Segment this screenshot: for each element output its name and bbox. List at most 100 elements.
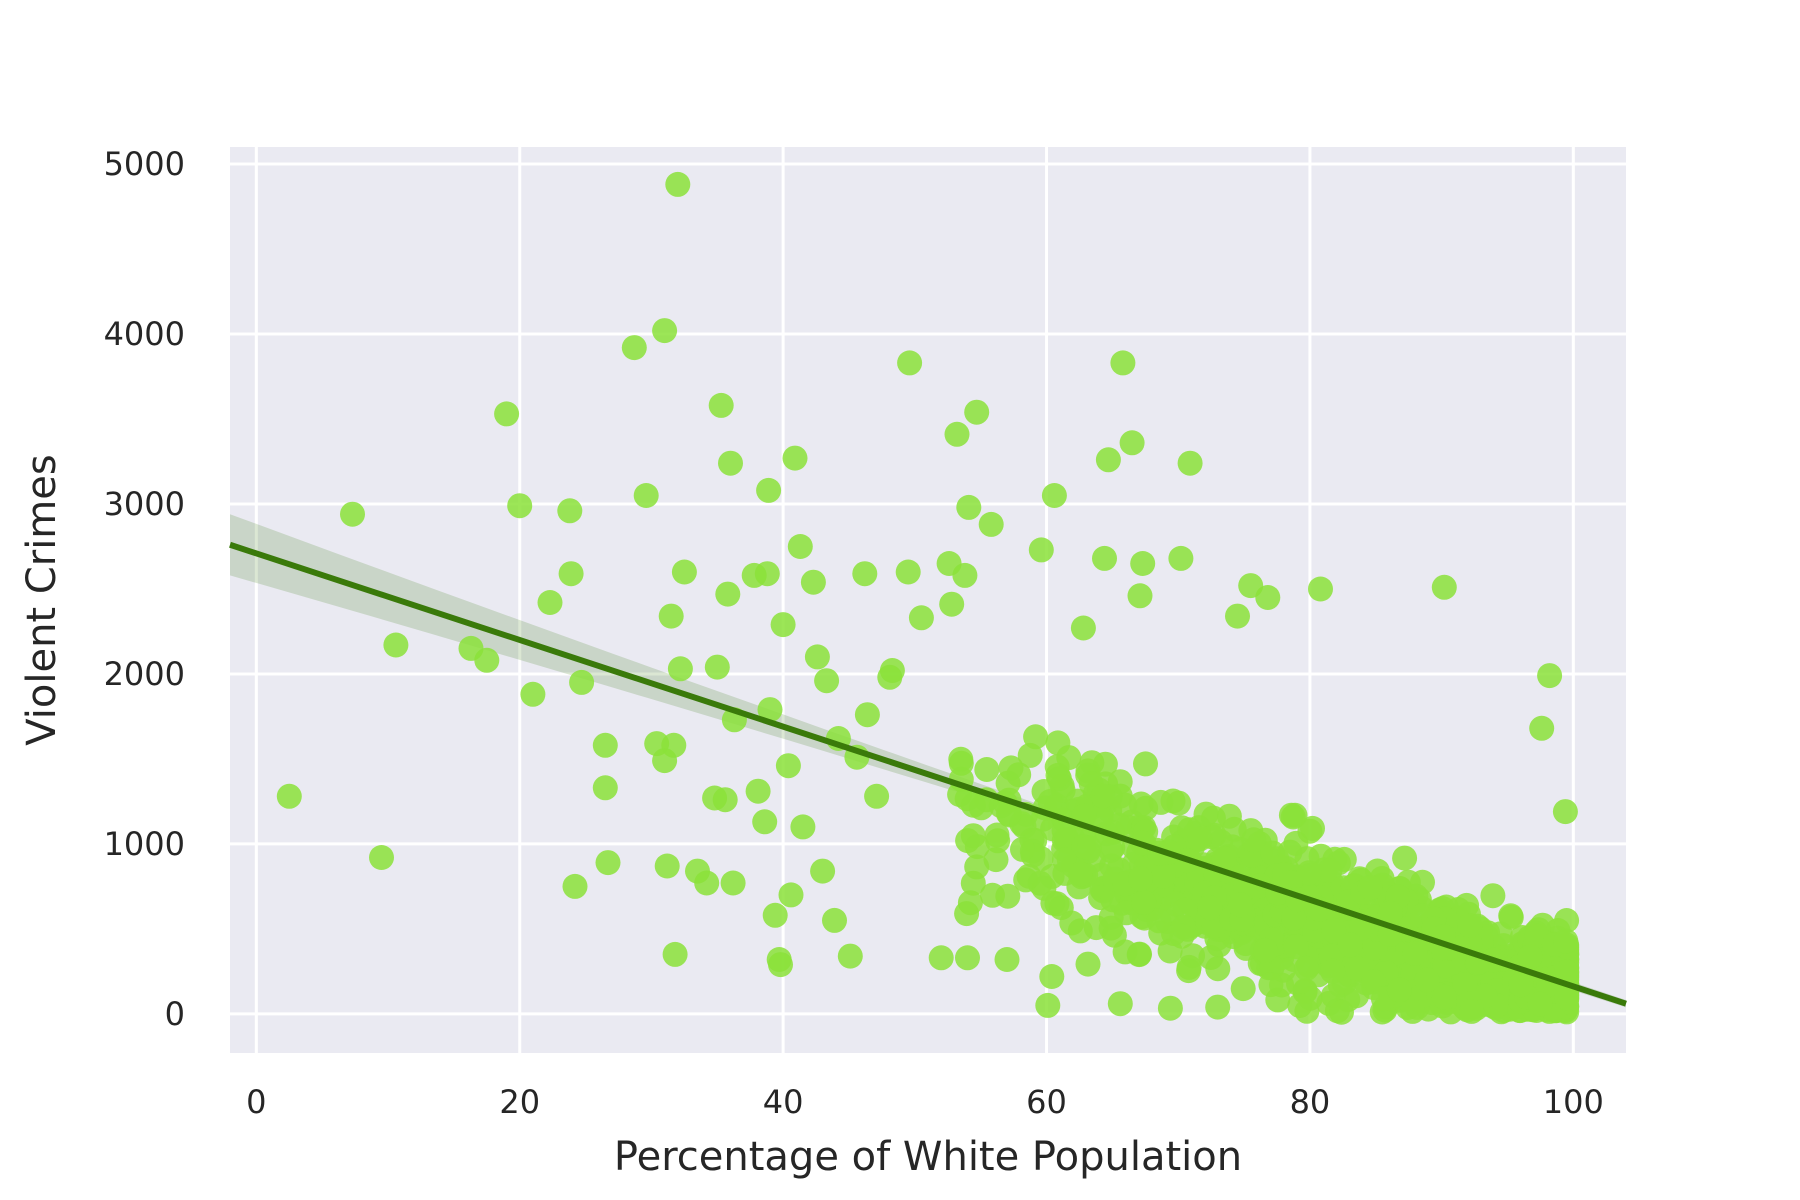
data-point (955, 945, 980, 971)
data-point (1414, 967, 1440, 993)
data-point (1133, 751, 1158, 777)
data-point (770, 612, 796, 638)
data-point (661, 732, 687, 758)
data-point (1283, 830, 1309, 856)
y-tick-label: 4000 (104, 315, 185, 353)
data-point (340, 501, 365, 527)
data-point (1150, 863, 1176, 889)
x-tick-label: 40 (763, 1083, 804, 1121)
regression-line-group (229, 541, 1627, 1007)
data-point (1386, 977, 1412, 1003)
data-point (757, 697, 783, 723)
data-point (908, 605, 934, 631)
data-point (1452, 972, 1478, 998)
data-point (665, 171, 691, 197)
data-point (1131, 889, 1157, 915)
data-point (1517, 944, 1543, 970)
x-tick-label: 20 (499, 1083, 540, 1121)
data-point (939, 591, 965, 617)
data-point (1431, 574, 1457, 600)
data-point (964, 854, 990, 880)
data-point (1241, 827, 1267, 853)
data-point (621, 335, 647, 361)
data-point (1537, 663, 1563, 689)
x-axis-label: Percentage of White Population (614, 1134, 1242, 1180)
data-point (985, 828, 1011, 854)
data-point (752, 809, 778, 835)
data-point (954, 901, 980, 927)
x-tick-label: 80 (1290, 1083, 1331, 1121)
data-point (1028, 537, 1054, 563)
y-tick-label: 1000 (104, 825, 185, 863)
data-point (1076, 835, 1102, 861)
data-point (671, 559, 697, 585)
y-axis-label: Violent Crimes (19, 454, 65, 745)
data-point (1197, 895, 1223, 921)
data-point (1377, 900, 1403, 926)
data-point (804, 644, 830, 670)
data-point (928, 945, 954, 971)
data-point (1039, 964, 1065, 989)
data-point (1075, 951, 1101, 977)
data-point (1255, 585, 1281, 610)
data-point (595, 850, 621, 876)
data-point (1552, 799, 1578, 825)
data-point (1101, 922, 1127, 948)
data-point (507, 493, 533, 519)
data-point (782, 445, 808, 471)
data-point (1045, 762, 1071, 788)
data-point (383, 632, 409, 658)
data-point (952, 562, 978, 588)
data-point (1166, 790, 1192, 816)
data-point (754, 561, 780, 587)
data-point (1168, 545, 1194, 571)
data-point (1090, 783, 1116, 809)
data-point (1480, 883, 1506, 909)
data-point (1344, 956, 1370, 981)
data-point (1130, 551, 1156, 576)
data-point (369, 845, 394, 870)
data-point (1402, 940, 1428, 966)
data-point (1357, 875, 1383, 901)
data-point (592, 732, 618, 758)
data-point (1010, 836, 1035, 862)
y-tick-label: 2000 (104, 655, 185, 693)
data-point (1431, 984, 1457, 1010)
data-point (1127, 583, 1153, 609)
data-point (1529, 715, 1555, 741)
data-point (1508, 972, 1534, 998)
data-point (1016, 863, 1042, 889)
data-point (810, 858, 836, 884)
regression-line (229, 541, 1627, 1007)
data-point (1308, 576, 1333, 602)
data-point (1227, 892, 1253, 918)
data-point (652, 318, 678, 344)
data-point (998, 755, 1024, 781)
data-point (558, 561, 584, 587)
data-point (1553, 928, 1579, 954)
data-point (1205, 956, 1231, 982)
grid-lines (230, 147, 1626, 1053)
data-point (1157, 995, 1183, 1021)
data-point (1554, 959, 1580, 985)
data-point (837, 943, 863, 969)
y-tick-label: 3000 (104, 485, 185, 523)
data-point (1070, 615, 1096, 641)
data-point (658, 603, 684, 629)
data-point (537, 590, 563, 615)
data-point (1126, 942, 1152, 968)
data-point (704, 654, 730, 680)
data-point (1110, 350, 1136, 376)
data-point (569, 669, 595, 695)
data-point (1230, 976, 1256, 1002)
data-point (996, 801, 1021, 827)
data-point (864, 783, 890, 809)
data-point (1253, 937, 1278, 963)
data-point (557, 498, 583, 524)
x-tick-label: 0 (246, 1083, 266, 1121)
data-point (948, 746, 974, 772)
data-point (667, 656, 693, 682)
data-point (1106, 812, 1132, 838)
data-point (1017, 742, 1043, 768)
data-point (978, 511, 1004, 537)
